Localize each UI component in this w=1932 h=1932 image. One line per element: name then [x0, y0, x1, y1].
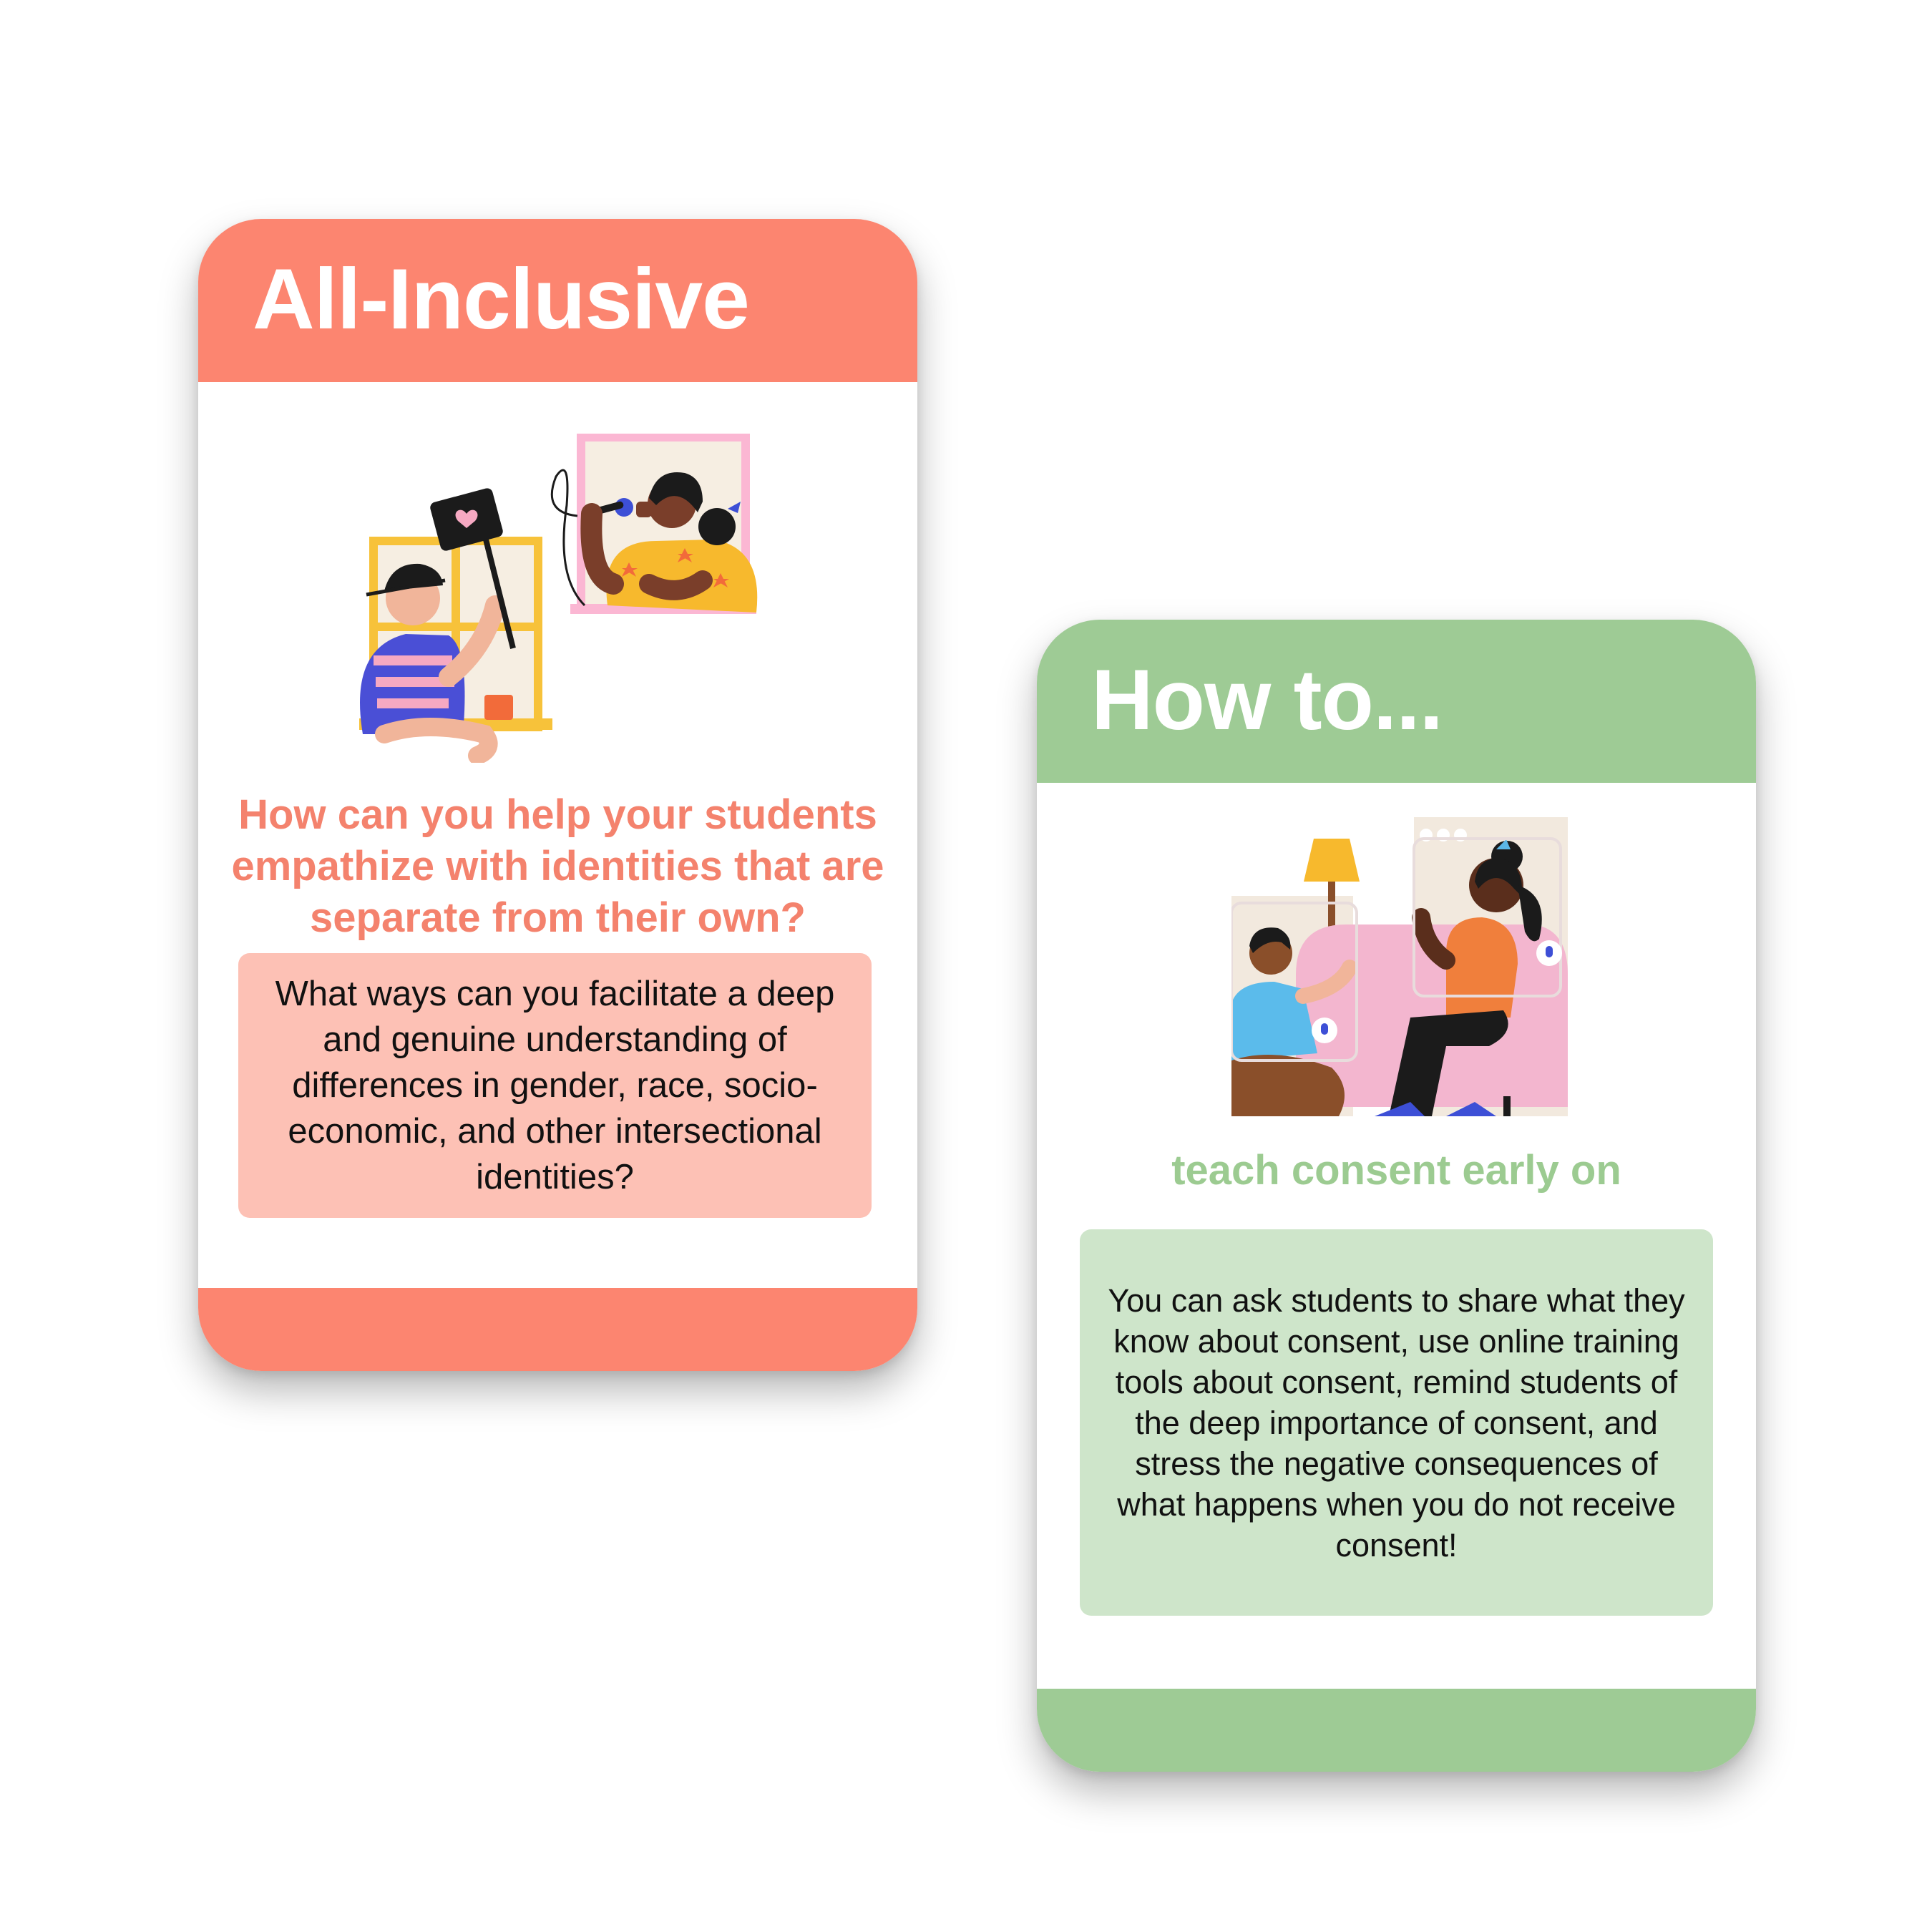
card-footer [1037, 1689, 1756, 1772]
video-call-illustration [1231, 817, 1568, 1116]
neighbors-at-windows-illustration [359, 434, 758, 763]
card-question: teach consent early on [1171, 1147, 1621, 1194]
card-title: All-Inclusive [253, 251, 750, 347]
how-to-card: How to... [1037, 620, 1756, 1772]
answer-box: What ways can you facilitate a deep and … [238, 953, 872, 1218]
card-header: How to... [1037, 620, 1756, 783]
card-footer [198, 1288, 917, 1371]
answer-text: You can ask students to share what they … [1108, 1282, 1685, 1563]
card-question: How can you help your students empathize… [231, 791, 884, 941]
card-header: All-Inclusive [198, 219, 917, 382]
answer-box: You can ask students to share what they … [1080, 1229, 1713, 1616]
answer-text: What ways can you facilitate a deep and … [275, 975, 835, 1196]
all-inclusive-card: All-Inclusive [198, 219, 917, 1371]
card-title: How to... [1091, 652, 1443, 748]
